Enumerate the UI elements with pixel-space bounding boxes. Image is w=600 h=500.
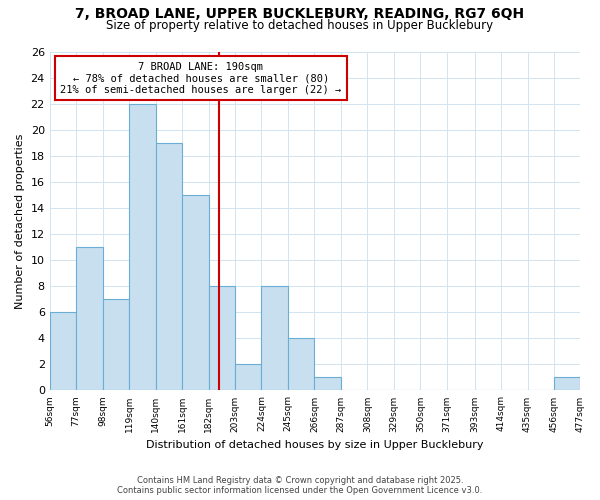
Bar (288, 338, 314, 390)
Text: Size of property relative to detached houses in Upper Bucklebury: Size of property relative to detached ho… (106, 19, 494, 32)
Bar (76, 247, 103, 390)
Bar (314, 378, 341, 390)
Text: 7 BROAD LANE: 190sqm
← 78% of detached houses are smaller (80)
21% of semi-detac: 7 BROAD LANE: 190sqm ← 78% of detached h… (61, 62, 341, 95)
X-axis label: Distribution of detached houses by size in Upper Bucklebury: Distribution of detached houses by size … (146, 440, 484, 450)
Y-axis label: Number of detached properties: Number of detached properties (15, 134, 25, 308)
Bar (50, 312, 76, 390)
Text: 7, BROAD LANE, UPPER BUCKLEBURY, READING, RG7 6QH: 7, BROAD LANE, UPPER BUCKLEBURY, READING… (76, 8, 524, 22)
Text: Contains HM Land Registry data © Crown copyright and database right 2025.
Contai: Contains HM Land Registry data © Crown c… (118, 476, 482, 495)
Bar (182, 195, 209, 390)
Bar (103, 299, 129, 390)
Bar (554, 378, 580, 390)
Bar (235, 364, 262, 390)
Bar (155, 143, 182, 390)
Bar (129, 104, 155, 391)
Bar (209, 286, 235, 391)
Bar (262, 286, 288, 391)
